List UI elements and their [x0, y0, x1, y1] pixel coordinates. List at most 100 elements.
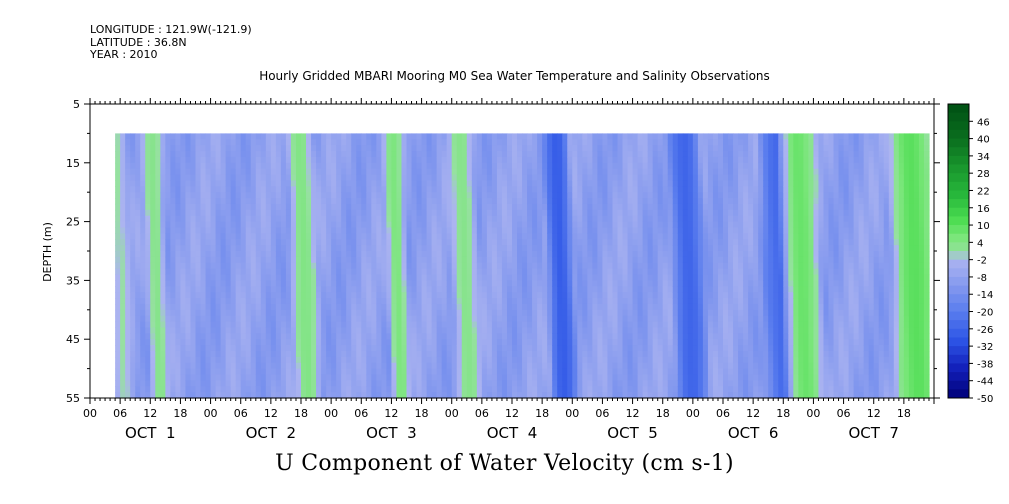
heatmap-cell: [486, 245, 493, 252]
heatmap-cell: [371, 333, 377, 340]
heatmap-cell: [421, 362, 428, 370]
heatmap-cell: [512, 233, 518, 240]
heatmap-cell: [180, 345, 187, 352]
heatmap-cell: [446, 286, 453, 293]
heatmap-cell: [346, 315, 352, 323]
heatmap-cell: [391, 251, 398, 258]
heatmap-cell: [431, 233, 438, 240]
heatmap-cell: [421, 309, 428, 317]
heatmap-cell: [657, 356, 664, 364]
heatmap-cell: [270, 380, 277, 387]
heatmap-cell: [205, 215, 212, 223]
heatmap-cell: [597, 392, 604, 399]
heatmap-cell: [150, 203, 156, 211]
heatmap-cell: [532, 186, 538, 193]
heatmap-cell: [557, 151, 563, 158]
heatmap-cell: [572, 303, 578, 311]
heatmap-cell: [311, 315, 317, 323]
heatmap-cell: [381, 192, 387, 199]
heatmap-cell: [491, 239, 498, 246]
heatmap-cell: [426, 156, 433, 164]
heatmap-cell: [517, 133, 523, 140]
heatmap-cell: [290, 392, 297, 399]
heatmap-cell: [587, 368, 593, 376]
heatmap-cell: [366, 274, 372, 281]
heatmap-cell: [396, 139, 403, 146]
heatmap-cell: [401, 139, 408, 146]
heatmap-cell: [441, 333, 448, 340]
heatmap-cell: [652, 303, 659, 311]
heatmap-cell: [522, 168, 528, 176]
heatmap-cell: [652, 227, 659, 234]
heatmap-cell: [527, 356, 533, 364]
heatmap-cell: [265, 386, 272, 393]
heatmap-cell: [552, 251, 558, 258]
heatmap-cell: [416, 350, 423, 358]
heatmap-cell: [431, 327, 438, 334]
heatmap-cell: [637, 186, 644, 193]
heatmap-cell: [331, 350, 337, 358]
heatmap-cell: [552, 339, 558, 346]
heatmap-cell: [406, 327, 413, 334]
heatmap-cell: [396, 151, 403, 158]
heatmap-cell: [356, 209, 362, 217]
heatmap-cell: [170, 321, 176, 329]
heatmap-cell: [431, 333, 438, 340]
heatmap-cell: [421, 280, 428, 287]
heatmap-cell: [607, 192, 614, 199]
heatmap-cell: [582, 309, 588, 317]
heatmap-cell: [396, 145, 403, 152]
heatmap-cell: [336, 239, 342, 246]
heatmap-cell: [336, 286, 342, 293]
heatmap-cell: [200, 309, 207, 317]
heatmap-cell: [451, 309, 458, 317]
heatmap-cell: [481, 168, 488, 176]
heatmap-cell: [602, 186, 609, 193]
heatmap-cell: [451, 356, 458, 364]
heatmap-cell: [391, 286, 398, 293]
heatmap-cell: [632, 151, 639, 158]
heatmap-cell: [632, 180, 639, 187]
heatmap-cell: [275, 286, 282, 293]
heatmap-cell: [446, 315, 453, 323]
heatmap-cell: [647, 145, 654, 152]
heatmap-cell: [396, 350, 403, 358]
heatmap-cell: [406, 362, 413, 370]
heatmap-cell: [225, 209, 232, 217]
heatmap-cell: [607, 368, 614, 376]
heatmap-cell: [381, 303, 387, 311]
heatmap-cell: [501, 245, 508, 252]
heatmap-cell: [175, 239, 182, 246]
heatmap-cell: [391, 386, 398, 393]
heatmap-cell: [647, 251, 654, 258]
heatmap-cell: [592, 374, 598, 381]
heatmap-cell: [331, 233, 337, 240]
heatmap-cell: [446, 227, 453, 234]
heatmap-cell: [642, 245, 649, 252]
heatmap-cell: [270, 221, 277, 229]
heatmap-cell: [245, 180, 252, 187]
heatmap-cell: [486, 227, 493, 234]
heatmap-cell: [501, 268, 508, 276]
heatmap-cell: [225, 309, 232, 317]
heatmap-cell: [125, 374, 131, 381]
heatmap-cell: [607, 151, 614, 158]
heatmap-cell: [481, 245, 488, 252]
heatmap-cell: [416, 368, 423, 376]
heatmap-cell: [366, 262, 372, 270]
heatmap-cell: [260, 233, 267, 240]
heatmap-cell: [145, 262, 151, 270]
heatmap-cell: [622, 245, 629, 252]
heatmap-cell: [371, 380, 377, 387]
heatmap-cell: [311, 139, 317, 146]
heatmap-cell: [220, 256, 227, 264]
heatmap-cell: [617, 327, 624, 334]
heatmap-cell: [436, 350, 443, 358]
heatmap-cell: [255, 339, 262, 346]
heatmap-cell: [376, 151, 382, 158]
heatmap-cell: [245, 139, 252, 146]
heatmap-cell: [145, 374, 151, 381]
heatmap-cell: [165, 156, 171, 164]
heatmap-cell: [311, 239, 317, 246]
heatmap-cell: [336, 221, 342, 229]
